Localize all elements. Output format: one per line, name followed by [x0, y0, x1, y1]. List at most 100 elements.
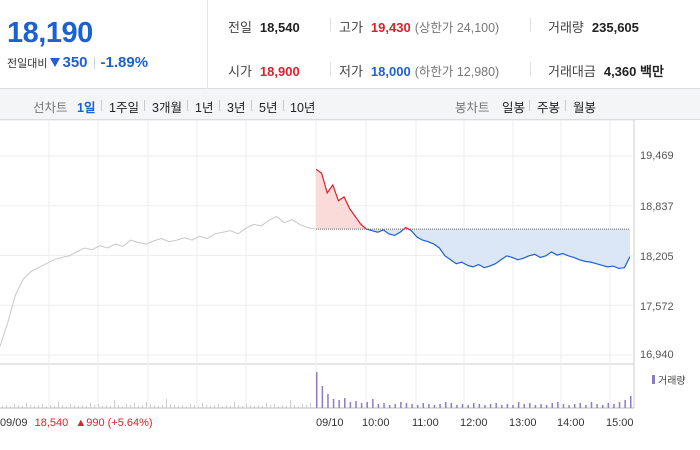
prev-day-volume-bar — [206, 405, 207, 408]
tab-3y[interactable]: 3년 — [227, 101, 246, 115]
today-volume-bar — [557, 402, 559, 408]
divider — [283, 100, 284, 111]
prev-day-volume-bar — [146, 402, 147, 408]
tab-1d[interactable]: 1일 — [77, 101, 96, 115]
prev-day-volume-bar — [174, 405, 175, 408]
prev-day-volume-bar — [266, 403, 267, 408]
today-volume-bar — [495, 403, 497, 408]
prev-day-volume-bar — [250, 405, 251, 408]
prev-day-volume-bar — [122, 406, 123, 408]
today-volume-bar — [321, 386, 324, 408]
prev-day-volume-bar — [94, 405, 95, 408]
prev-day-volume-bar — [118, 405, 119, 408]
prev-day-volume-bar — [142, 405, 143, 408]
stat-label: 시가 — [228, 64, 252, 79]
x-tick-label: 12:00 — [460, 417, 488, 429]
stat-amount: 거래대금 4,360 백만 — [548, 61, 664, 80]
prev-day-volume-bar — [218, 404, 219, 408]
today-volume-bar — [501, 405, 503, 408]
prev-day-volume-bar — [254, 406, 255, 408]
tab-10y[interactable]: 10년 — [290, 101, 316, 115]
prev-day-volume-bar — [230, 406, 231, 408]
stat-value: 18,000 — [370, 64, 411, 79]
price-chart: 19,469 18,837 18,205 17,572 16,940 거래량 0… — [0, 120, 700, 450]
divider — [93, 56, 95, 69]
today-volume-bar — [630, 396, 632, 408]
today-volume-bar — [366, 402, 368, 408]
prev-day-date: 09/09 — [0, 417, 28, 429]
today-volume-bar — [349, 402, 352, 408]
stat-sub: (하한가 12,980) — [414, 65, 500, 79]
prev-day-volume-bar — [126, 404, 127, 408]
chart-toolbar: 선차트 1일 1주일 3개월 1년 3년 5년 10년 봉차트 일봉 주봉 월봉 — [0, 89, 700, 120]
stat-value: 4,360 백만 — [603, 64, 664, 79]
today-volume-bar — [529, 403, 531, 408]
prev-day-volume-bar — [34, 406, 35, 408]
prev-day-volume-bar — [66, 406, 67, 408]
tab-1y[interactable]: 1년 — [195, 101, 214, 115]
today-volume-bar — [422, 403, 425, 408]
today-volume-bar — [489, 404, 492, 408]
today-volume-bar — [590, 402, 593, 408]
prev-day-volume-bar — [186, 406, 187, 408]
tab-1w[interactable]: 1주일 — [109, 101, 139, 115]
prev-day-volume-bar — [214, 405, 215, 408]
stat-sub: (상한가 24,100) — [414, 21, 500, 35]
prev-day-summary: 09/09 18,540 ▲990 (+5.64%) — [0, 417, 153, 429]
y-tick-label: 16,940 — [640, 349, 674, 361]
x-tick-label: 09/10 — [316, 417, 344, 429]
today-volume-bar — [484, 405, 486, 408]
change-value: 350 — [62, 54, 88, 71]
tab-monthly-candle[interactable]: 월봉 — [573, 101, 597, 115]
prev-day-volume-bar — [178, 406, 179, 408]
fall-area-fill — [366, 229, 630, 269]
today-volume-bar — [394, 404, 396, 408]
today-volume-bar — [377, 404, 380, 408]
rise-area-fill — [316, 169, 630, 230]
prev-day-volume-bar — [242, 406, 243, 408]
change-row: 전일대비 350 -1.89% — [7, 54, 148, 71]
stat-value: 235,605 — [591, 20, 639, 35]
today-volume-bar — [433, 405, 436, 408]
prev-day-change: ▲990 (+5.64%) — [75, 417, 153, 429]
today-volume-bar — [338, 400, 340, 408]
change-label: 전일대비 — [7, 57, 48, 70]
today-volume-bar — [456, 405, 458, 408]
stat-label: 고가 — [339, 20, 363, 35]
prev-day-volume-bar — [98, 404, 99, 408]
today-volume-bar — [551, 403, 553, 408]
divider — [529, 100, 530, 111]
current-price: 18,190 — [7, 17, 93, 49]
prev-day-volume-bar — [50, 405, 51, 408]
today-volume-bar — [545, 405, 548, 408]
down-arrow-icon — [50, 58, 61, 67]
prev-day-volume-bar — [190, 404, 191, 408]
prev-day-volume-bar — [210, 406, 211, 408]
prev-day-volume-bar — [62, 405, 63, 408]
prev-day-volume-bar — [154, 405, 155, 408]
prev-day-volume-bar — [78, 406, 79, 408]
divider — [530, 62, 531, 76]
y-tick-label: 19,469 — [640, 150, 674, 162]
prev-day-volume-bar — [198, 406, 199, 408]
today-volume-bar — [411, 404, 413, 408]
today-volume-bar — [439, 404, 441, 408]
candle-chart-label: 봉차트 — [455, 101, 490, 115]
stat-volume: 거래량 235,605 — [548, 17, 639, 36]
prev-day-volume-bar — [162, 405, 163, 408]
prev-day-volume-bar — [294, 405, 295, 408]
change-rate: -1.89% — [100, 54, 149, 71]
today-volume-bar — [467, 405, 469, 408]
today-volume-bar — [512, 405, 514, 408]
tab-5y[interactable]: 5년 — [259, 101, 278, 115]
tab-3m[interactable]: 3개월 — [152, 101, 182, 115]
divider — [101, 100, 102, 111]
today-volume-bar — [579, 403, 582, 408]
prev-day-volume-bar — [42, 404, 43, 408]
tab-daily-candle[interactable]: 일봉 — [502, 101, 526, 115]
prev-day-change-rate: (+5.64%) — [107, 417, 153, 429]
today-volume-bar — [400, 402, 402, 408]
today-volume-bar — [416, 405, 419, 408]
tab-weekly-candle[interactable]: 주봉 — [537, 101, 561, 115]
divider — [330, 18, 331, 32]
